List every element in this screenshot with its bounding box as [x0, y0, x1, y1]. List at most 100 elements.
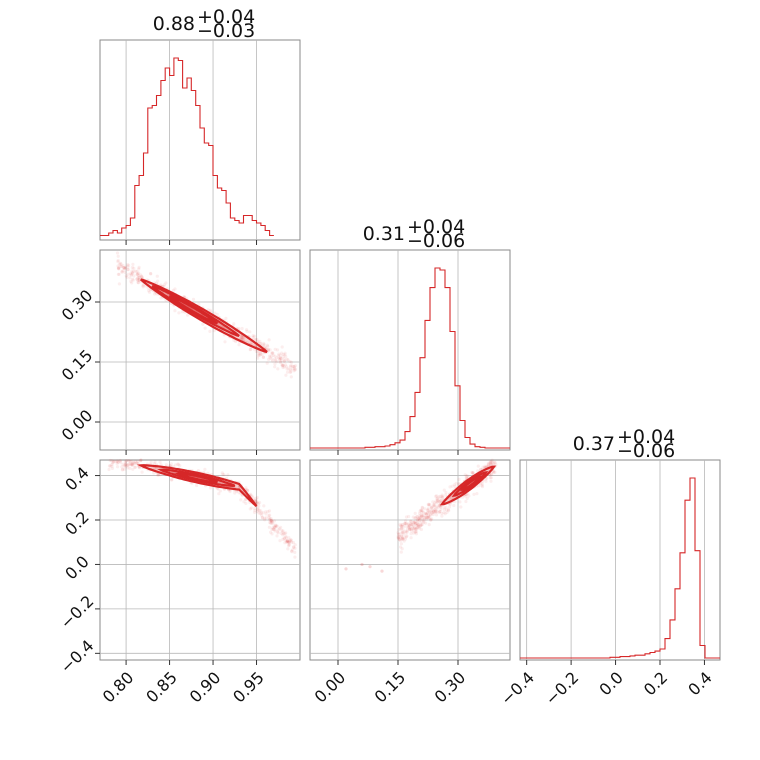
param-title-minus: −0.06 [407, 230, 465, 252]
sample-point [153, 292, 157, 296]
sample-point [111, 459, 115, 463]
sample-point [490, 458, 494, 462]
sample-point [158, 460, 162, 464]
sample-point [113, 459, 117, 463]
sample-point [140, 470, 144, 474]
sample-point [232, 338, 236, 342]
sample-point [127, 459, 131, 463]
sample-point [256, 502, 260, 506]
sample-point [494, 463, 498, 467]
sample-point [400, 537, 404, 541]
sample-point [422, 519, 426, 523]
sample-point [411, 521, 416, 525]
sample-point [203, 467, 207, 471]
sample-point [490, 472, 494, 476]
sample-point [420, 508, 424, 512]
sample-point [421, 514, 425, 518]
sample-point [489, 479, 493, 483]
sample-point [149, 271, 153, 276]
sample-point-outlier [368, 565, 372, 569]
sample-point [278, 360, 282, 364]
sample-point [267, 525, 271, 529]
sample-point [424, 515, 428, 520]
sample-point [116, 258, 120, 263]
sample-point [415, 515, 419, 519]
sample-point [403, 521, 407, 525]
sample-point [293, 555, 297, 559]
sample-point [435, 501, 439, 505]
param-title-minus: −0.03 [197, 20, 255, 42]
sample-point [136, 276, 140, 280]
sample-point [399, 534, 403, 538]
sample-point [174, 463, 178, 467]
sample-point [458, 500, 462, 504]
sample-point [130, 463, 134, 467]
sample-point [248, 507, 252, 511]
sample-point [131, 463, 135, 467]
sample-point [438, 494, 442, 498]
sample-point [285, 365, 289, 369]
sample-point [403, 535, 407, 539]
sample-point [130, 271, 134, 275]
sample-point [442, 508, 447, 512]
sample-point [400, 527, 404, 531]
param-title-median: 0.31 [363, 223, 405, 245]
sample-point [414, 516, 418, 520]
sample-point [409, 536, 413, 540]
sample-point [272, 519, 276, 523]
sample-point [267, 338, 271, 342]
sample-point [132, 269, 136, 273]
sample-point [248, 348, 252, 352]
sample-point [253, 498, 258, 502]
sample-point [418, 518, 422, 523]
sample-point [153, 460, 157, 464]
sample-point [273, 362, 277, 366]
sample-point [396, 534, 400, 538]
sample-point [278, 353, 282, 357]
sample-point [442, 506, 446, 510]
sample-point [216, 487, 220, 491]
sample-point [222, 473, 226, 477]
sample-point [403, 522, 407, 526]
sample-point [418, 521, 422, 525]
sample-point [421, 506, 425, 510]
sample-point [261, 511, 265, 515]
sample-point [438, 499, 442, 503]
sample-point [255, 509, 259, 513]
sample-point [281, 530, 285, 534]
y-tick-label: 0.30 [58, 286, 97, 325]
sample-point [267, 509, 272, 513]
sample-point [156, 279, 160, 283]
sample-point [119, 262, 123, 266]
sample-point [119, 264, 123, 268]
sample-point [122, 266, 126, 270]
sample-point [123, 270, 127, 274]
sample-point [267, 357, 271, 361]
sample-point [416, 524, 420, 528]
sample-point [285, 538, 289, 543]
sample-point [126, 265, 130, 269]
sample-point [407, 525, 411, 529]
sample-point [240, 326, 244, 331]
sample-point [265, 361, 269, 365]
sample-point-outlier [380, 569, 384, 573]
sample-point [130, 461, 135, 465]
sample-point [262, 343, 266, 347]
sample-point [253, 506, 257, 511]
sample-point [475, 492, 479, 496]
hist-panel-1 [99, 39, 301, 241]
sample-point [471, 471, 475, 475]
sample-point [429, 518, 433, 522]
sample-point [287, 540, 291, 544]
sample-point [426, 515, 431, 519]
sample-point [285, 367, 289, 371]
sample-point [283, 363, 288, 367]
sample-point [233, 491, 237, 495]
sample-point [482, 465, 487, 469]
sample-point [238, 336, 243, 341]
sample-point [405, 528, 409, 533]
sample-point [408, 524, 412, 528]
sample-point [422, 517, 426, 522]
sample-point [257, 351, 261, 355]
sample-point [399, 524, 403, 528]
